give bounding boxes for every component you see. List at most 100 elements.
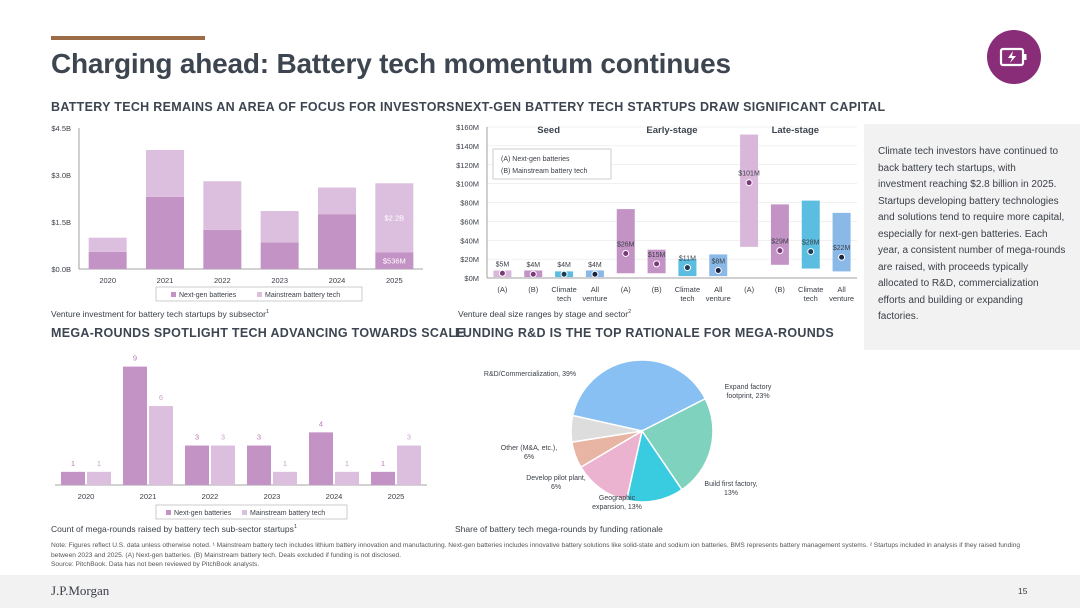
x-tick-label: 2020 [78, 492, 95, 501]
x-tick-label: venture [582, 294, 607, 303]
data-label: 3 [257, 433, 261, 442]
bar-mainstream [318, 187, 356, 215]
bar-mainstream [335, 471, 359, 485]
x-tick-label: Climate [798, 285, 823, 294]
x-tick-label: (B) [528, 285, 539, 294]
y-tick-label: $1.5B [51, 218, 71, 227]
legend-swatch-next-gen [166, 510, 171, 515]
bar-next-gen [371, 471, 395, 485]
legend-swatch-next-gen [171, 292, 176, 297]
median-label: $22M [833, 245, 851, 252]
pie-label: 13% [724, 490, 738, 497]
bar-mainstream [273, 471, 297, 485]
bar-mainstream [203, 181, 242, 230]
range-bar [709, 254, 728, 277]
bar-mainstream [260, 211, 299, 243]
caption-deal-sizes: Venture deal size ranges by stage and se… [458, 309, 632, 319]
x-tick-label: tech [557, 294, 571, 303]
data-label: 1 [71, 459, 75, 468]
range-bar [801, 200, 820, 269]
bar-next-gen [247, 445, 271, 485]
data-label: 1 [345, 459, 349, 468]
median-label: $28M [802, 240, 820, 247]
data-label: 1 [97, 459, 101, 468]
data-label: $536M [383, 257, 406, 266]
caption-rationale: Share of battery tech mega-rounds by fun… [455, 524, 663, 534]
pie-label: R&D/Commercialization, 39% [484, 371, 576, 378]
bar-mainstream [88, 237, 127, 252]
footnote: Note: Figures reflect U.S. data unless o… [51, 541, 1036, 570]
range-bar [740, 134, 759, 247]
legend-label-b: (B) Mainstream battery tech [501, 168, 587, 175]
bar-next-gen [185, 445, 209, 485]
legend-label-next-gen: Next-gen batteries [179, 292, 237, 299]
legend-label-a: (A) Next-gen batteries [501, 156, 570, 163]
bar-mainstream [211, 445, 235, 485]
x-tick-label: 2025 [388, 492, 405, 501]
source-text: Source: PitchBook. Data has not been rev… [51, 561, 260, 568]
y-tick-label: $3.0B [51, 171, 71, 180]
x-tick-label: All [837, 285, 846, 294]
median-label: $101M [738, 171, 760, 178]
x-tick-label: Climate [675, 285, 700, 294]
section-title-rationale: FUNDING R&D IS THE TOP RATIONALE FOR MEG… [455, 326, 834, 340]
legend: Next-gen batteries Mainstream battery tec… [155, 504, 348, 520]
x-tick-label: (A) [621, 285, 632, 294]
x-tick-label: 2020 [99, 276, 116, 285]
bar-next-gen [123, 366, 147, 485]
x-tick-label: 2023 [264, 492, 281, 501]
bar-next-gen [146, 196, 184, 269]
note-text: Note: Figures reflect U.S. data unless o… [51, 542, 1021, 559]
battery-charging-icon [999, 47, 1027, 67]
y-tick-label: $40M [460, 236, 479, 245]
median-dot [807, 248, 815, 256]
pie-label: Develop pilot plant, [526, 475, 586, 482]
median-dot [776, 247, 784, 255]
bar-next-gen [203, 229, 242, 269]
y-tick-label: $80M [460, 199, 479, 208]
pie-label: Expand factory [725, 384, 772, 391]
x-tick-label: 2024 [326, 492, 343, 501]
brand-logo: J.P.Morgan [51, 583, 110, 598]
data-label: 4 [319, 419, 323, 428]
title-accent-bar [51, 36, 205, 40]
x-tick-label: 2021 [157, 276, 174, 285]
section-title-deal-sizes: NEXT-GEN BATTERY TECH STARTUPS DRAW SIGN… [455, 100, 886, 114]
y-tick-label: $4.5B [51, 124, 71, 133]
pie-label: footprint, 23% [726, 393, 769, 400]
median-label: $11M [679, 256, 696, 263]
legend-swatch-mainstream [242, 510, 247, 515]
median-dot [745, 179, 753, 187]
median-label: $26M [617, 241, 635, 248]
bar-next-gen [88, 251, 127, 269]
legend-swatch-mainstream [257, 292, 262, 297]
median-label: $29M [771, 239, 789, 246]
x-tick-label: venture [829, 294, 854, 303]
pie-label: Other (M&A, etc.), [501, 445, 557, 452]
data-label: 3 [407, 433, 411, 442]
chart-investment: $0.0B $1.5B $3.0B $4.5B 2020 2021 2022 2023 2024… [51, 124, 423, 302]
median-label: $4M [588, 262, 602, 269]
x-tick-label: 2024 [329, 276, 346, 285]
y-tick-label: $20M [460, 255, 479, 264]
pie-slice [570, 414, 643, 443]
y-tick-label: $120M [456, 161, 479, 170]
median-label: $4M [526, 262, 540, 269]
pie-label: Build first factory, [704, 481, 757, 488]
chart-mega-rounds: 1 1 2020 9 6 2021 3 3 2022 3 1 2023 4 1 2024 1 3 2025 Next… [55, 354, 427, 520]
data-label: 9 [133, 354, 137, 363]
median-label: $5M [496, 261, 510, 268]
median-dot [714, 266, 722, 274]
legend: (A) Next-gen batteries (B) Mainstream bat… [492, 148, 612, 180]
x-tick-label: Climate [551, 285, 576, 294]
bar-mainstream [149, 406, 173, 485]
caption-investment: Venture investment for battery tech star… [51, 309, 270, 319]
y-tick-label: $140M [456, 142, 479, 151]
section-title-mega-rounds: MEGA-ROUNDS SPOTLIGHT TECH ADVANCING TOW… [51, 326, 466, 340]
bar-next-gen [260, 242, 299, 269]
median-label: $15M [648, 252, 666, 259]
x-tick-label: 2023 [271, 276, 288, 285]
x-tick-label: (A) [497, 285, 508, 294]
data-label: 6 [159, 393, 163, 402]
footer-bar [0, 575, 1080, 608]
